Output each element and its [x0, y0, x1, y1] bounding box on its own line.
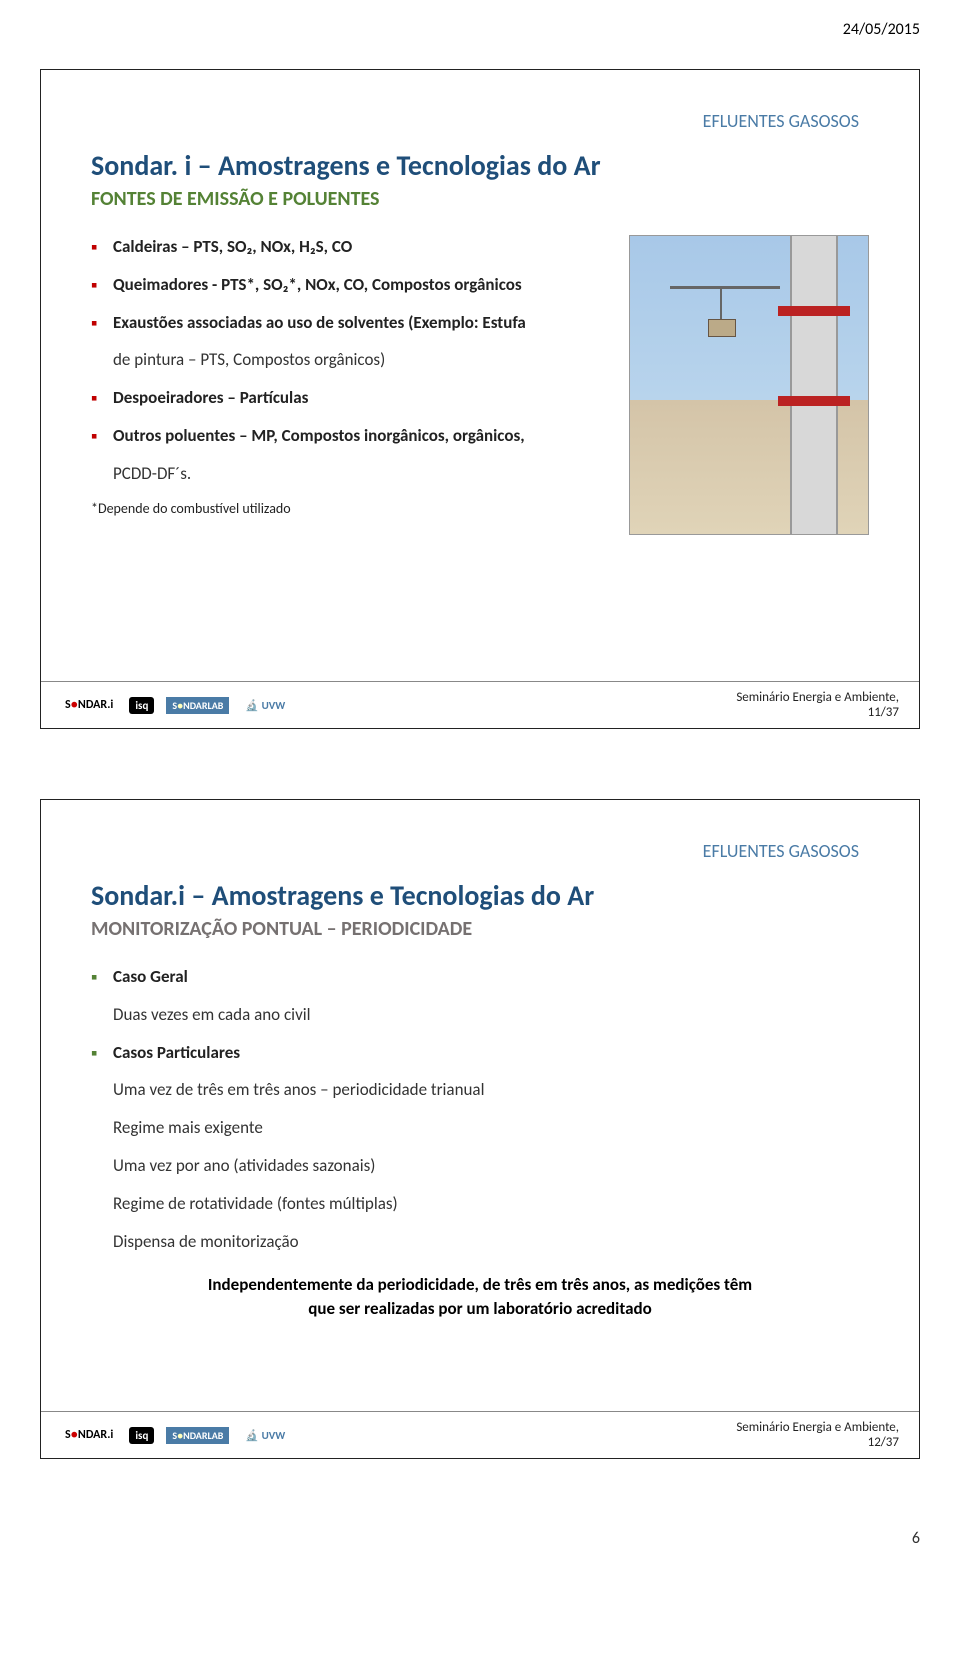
slide1-continuation: PCDD-DF´s.	[91, 462, 609, 486]
logo-sondarlab: S●NDARLAB	[166, 697, 229, 714]
logo-uvw: 🔬 UVW	[241, 1427, 289, 1444]
slide1-continuation: de pintura – PTS, Compostos orgânicos)	[91, 348, 609, 372]
slide1-footnote: *Depende do combustível utilizado	[91, 500, 609, 517]
logo-uvw: 🔬 UVW	[241, 697, 289, 714]
slide1-bullet-list-2: Despoeiradores – Partículas Outros polue…	[91, 386, 609, 448]
slide-2: EFLUENTES GASOSOS Sondar.i – Amostragens…	[40, 799, 920, 1459]
slide1-bullet: Queimadores - PTS*, SO₂*, NOx, CO, Compo…	[91, 273, 609, 297]
logo-isq: isq	[129, 1427, 154, 1444]
slide2-casos-particulares: Casos Particulares	[91, 1041, 869, 1065]
page-number: 6	[40, 1529, 920, 1548]
slide2-g2-line: Uma vez por ano (atividades sazonais)	[91, 1154, 869, 1178]
slide1-bullet-list: Caldeiras – PTS, SO₂, NOx, H₂S, CO Queim…	[91, 235, 609, 334]
slide1-bullet: Caldeiras – PTS, SO₂, NOx, H₂S, CO	[91, 235, 609, 259]
slide-1: EFLUENTES GASOSOS Sondar. i – Amostragen…	[40, 69, 920, 729]
slide2-g1-text: Duas vezes em cada ano civil	[91, 1003, 869, 1027]
footer-logos: S●NDAR.i isq S●NDARLAB 🔬 UVW	[61, 696, 289, 714]
slide1-footer-text: Seminário Energia e Ambiente, 11/37	[736, 690, 899, 720]
logo-sondar: S●NDAR.i	[61, 1426, 117, 1444]
slide2-title: Sondar.i – Amostragens e Tecnologias do …	[91, 878, 869, 913]
document-date: 24/05/2015	[40, 20, 920, 39]
slide1-title: Sondar. i – Amostragens e Tecnologias do…	[91, 148, 869, 183]
slide1-bullet: Despoeiradores – Partículas	[91, 386, 609, 410]
slide1-footer: S●NDAR.i isq S●NDARLAB 🔬 UVW Seminário E…	[41, 681, 919, 728]
slide2-group1: Caso Geral	[91, 965, 869, 989]
logo-sondar: S●NDAR.i	[61, 696, 117, 714]
slide1-tag: EFLUENTES GASOSOS	[91, 110, 869, 132]
slide2-footer: S●NDAR.i isq S●NDARLAB 🔬 UVW Seminário E…	[41, 1411, 919, 1458]
slide2-caso-geral: Caso Geral	[91, 965, 869, 989]
logo-isq: isq	[129, 697, 154, 714]
footer-logos: S●NDAR.i isq S●NDARLAB 🔬 UVW	[61, 1426, 289, 1444]
slide1-bullet: Outros poluentes – MP, Compostos inorgân…	[91, 424, 609, 448]
slide1-subtitle: FONTES DE EMISSÃO E POLUENTES	[91, 187, 869, 211]
slide1-photo	[629, 235, 869, 535]
slide2-conclusion: Independentemente da periodicidade, de t…	[91, 1273, 869, 1321]
slide2-g2-line: Regime mais exigente	[91, 1116, 869, 1140]
slide2-group2: Casos Particulares	[91, 1041, 869, 1065]
slide2-footer-text: Seminário Energia e Ambiente, 12/37	[736, 1420, 899, 1450]
logo-sondarlab: S●NDARLAB	[166, 1427, 229, 1444]
slide2-tag: EFLUENTES GASOSOS	[91, 840, 869, 862]
slide1-bullet: Exaustões associadas ao uso de solventes…	[91, 311, 609, 335]
slide2-g2-line: Dispensa de monitorização	[91, 1230, 869, 1254]
slide2-subtitle: MONITORIZAÇÃO PONTUAL – PERIODICIDADE	[91, 917, 869, 941]
slide2-g2-line: Uma vez de três em três anos – periodici…	[91, 1078, 869, 1102]
slide2-g2-line: Regime de rotatividade (fontes múltiplas…	[91, 1192, 869, 1216]
